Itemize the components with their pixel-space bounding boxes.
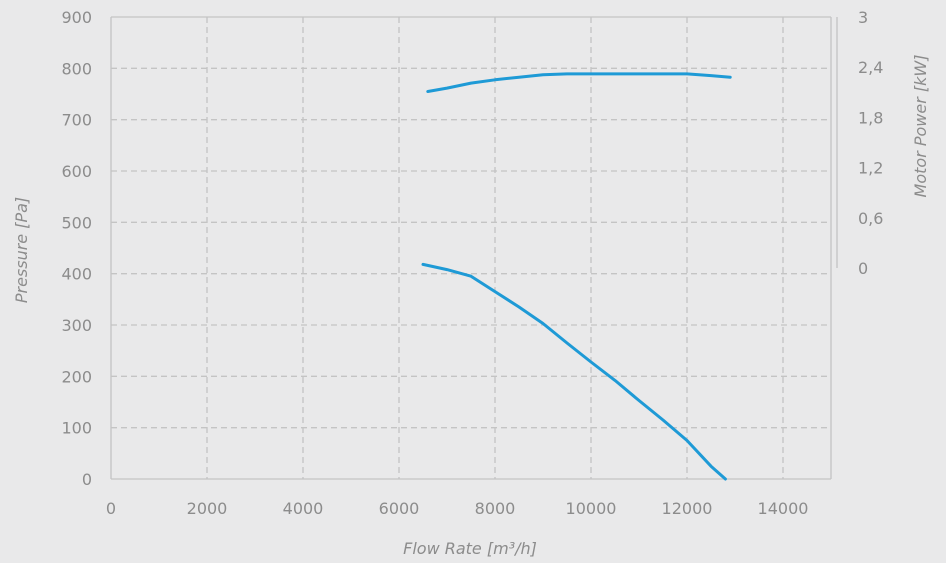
x-tick-label: 12000 bbox=[662, 499, 713, 518]
series-layer bbox=[421, 72, 732, 481]
x-tick-label: 8000 bbox=[475, 499, 516, 518]
y-tick-label: 700 bbox=[61, 111, 92, 130]
x-axis-ticks: 0 2000 4000 6000 8000 10000 12000 14000 bbox=[106, 499, 809, 518]
x-tick-label: 2000 bbox=[187, 499, 228, 518]
y-tick-label: 300 bbox=[61, 316, 92, 335]
y-axis-title: Pressure [Pa] bbox=[12, 197, 31, 303]
y2-tick-label: 1,8 bbox=[858, 108, 883, 127]
x-tick-label: 0 bbox=[106, 499, 116, 518]
x-tick-label: 14000 bbox=[758, 499, 809, 518]
y-tick-label: 200 bbox=[61, 367, 92, 386]
plot-frame bbox=[110, 16, 838, 480]
x-tick-label: 10000 bbox=[566, 499, 617, 518]
y-axis-ticks: 0 100 200 300 400 500 600 700 800 900 bbox=[61, 8, 92, 489]
y-tick-label: 900 bbox=[61, 8, 92, 27]
y2-axis-title: Motor Power [kW] bbox=[911, 55, 930, 198]
y2-tick-label: 0,6 bbox=[858, 209, 883, 228]
y2-tick-label: 2,4 bbox=[858, 58, 883, 77]
y2-tick-label: 3 bbox=[858, 8, 868, 27]
grid bbox=[111, 17, 831, 479]
x-tick-label: 4000 bbox=[283, 499, 324, 518]
y-tick-label: 600 bbox=[61, 162, 92, 181]
y-tick-label: 400 bbox=[61, 265, 92, 284]
y2-tick-label: 0 bbox=[858, 259, 868, 278]
x-axis-title: Flow Rate [m³/h] bbox=[403, 539, 537, 558]
y-tick-label: 100 bbox=[61, 419, 92, 438]
y-tick-label: 800 bbox=[61, 59, 92, 78]
x-tick-label: 6000 bbox=[379, 499, 420, 518]
pressure-curve-line bbox=[421, 262, 727, 481]
y2-axis-ticks: 0 0,6 1,2 1,8 2,4 3 bbox=[858, 8, 883, 278]
y-tick-label: 500 bbox=[61, 213, 92, 232]
y2-tick-label: 1,2 bbox=[858, 159, 883, 178]
y-tick-label: 0 bbox=[82, 470, 92, 489]
power-curve-line bbox=[426, 72, 732, 93]
